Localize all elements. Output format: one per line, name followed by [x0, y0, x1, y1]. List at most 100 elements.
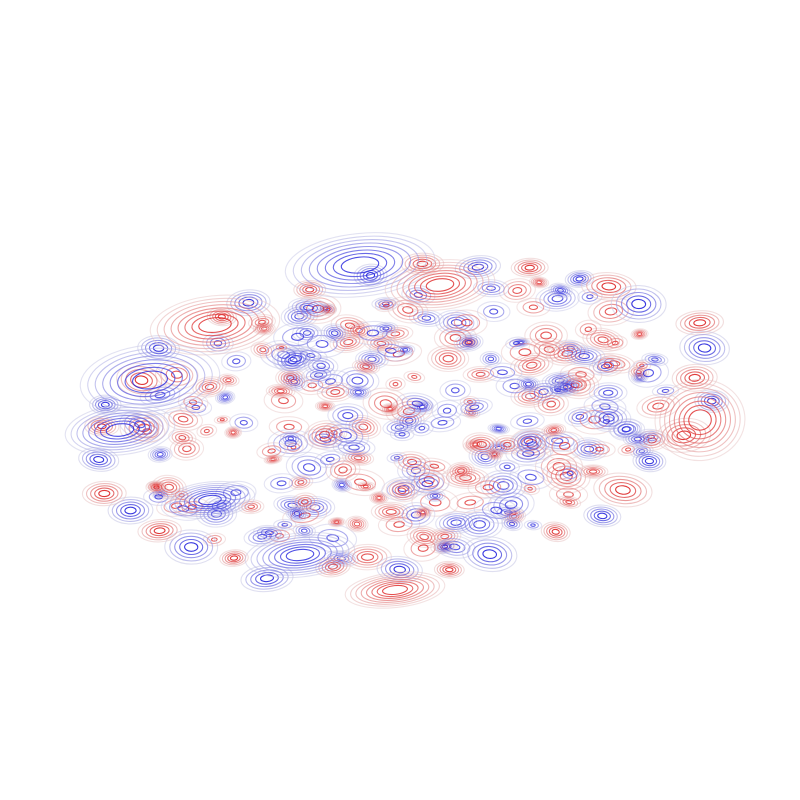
contour-ring	[617, 423, 635, 436]
contour-ring	[499, 496, 524, 513]
contour-ring	[489, 424, 508, 434]
contour-ring	[337, 481, 347, 489]
contour-ring	[580, 443, 598, 455]
contour-ring	[546, 462, 587, 491]
contour-ring	[542, 397, 561, 411]
contour-ring	[490, 506, 503, 515]
contour-ring	[562, 384, 572, 390]
contour-ring	[376, 495, 382, 500]
contour-ring	[411, 374, 418, 379]
contour-ring	[562, 345, 606, 367]
contour-ring	[177, 415, 189, 423]
contour-ring	[156, 297, 274, 353]
contour-ring	[489, 366, 516, 379]
contour-ring	[625, 432, 651, 446]
contour-ring	[415, 507, 431, 518]
contour-ring	[198, 494, 222, 506]
contour-ring	[410, 400, 435, 414]
contour-ring	[565, 499, 573, 505]
contour-ring	[407, 458, 418, 466]
contour-ring	[382, 584, 408, 596]
contour-ring	[370, 501, 412, 523]
contour-ring	[332, 252, 388, 278]
contour-ring	[352, 388, 365, 396]
contour-ring	[633, 436, 643, 442]
contour-ring	[234, 416, 254, 429]
contour-ring	[321, 323, 349, 344]
contour-ring	[224, 426, 243, 439]
contour-ring	[276, 480, 287, 487]
contour-ring	[230, 291, 267, 314]
contour-ring	[134, 375, 149, 385]
contour-ring	[256, 526, 282, 539]
contour-ring	[402, 348, 409, 352]
contour-ring	[602, 389, 614, 396]
contour-ring	[631, 298, 647, 310]
contour-ring	[304, 420, 345, 450]
contour-ring	[293, 279, 327, 300]
contour-ring	[659, 383, 741, 457]
contour-ring	[580, 465, 606, 478]
contour-ring	[538, 388, 549, 396]
contour-ring	[557, 288, 564, 293]
contour-ring	[370, 492, 388, 504]
contour-ring	[684, 371, 706, 385]
contour-ring	[179, 538, 204, 556]
contour-ring	[178, 435, 187, 441]
contour-ring	[548, 282, 573, 299]
contour-ring	[590, 508, 615, 524]
contour-ring	[517, 469, 545, 486]
contour-ring	[601, 282, 617, 291]
contour-ring	[360, 483, 372, 490]
contour-ring	[436, 540, 454, 553]
contour-ring	[551, 437, 564, 444]
contour-ring	[330, 518, 343, 526]
contour-ring	[403, 370, 426, 384]
contour-ring	[482, 362, 523, 382]
contour-ring	[323, 306, 333, 314]
contour-ring	[336, 468, 385, 497]
contour-ring	[509, 464, 553, 490]
contour-ring	[482, 484, 494, 491]
contour-ring	[268, 416, 310, 438]
contour-ring	[679, 330, 730, 366]
contour-ring	[579, 323, 597, 336]
contour-ring	[574, 351, 594, 362]
contour-ring	[469, 436, 495, 453]
contour-ring	[625, 447, 632, 452]
contour-ring	[169, 482, 251, 518]
contour-ring	[397, 302, 419, 317]
contour-ring	[630, 435, 645, 443]
contour-ring	[329, 460, 357, 480]
contour-ring	[494, 459, 520, 475]
contour-ring	[124, 366, 176, 394]
contour-ring	[325, 326, 344, 340]
contour-ring	[256, 345, 270, 355]
contour-ring	[644, 354, 666, 365]
contour-ring	[389, 563, 411, 576]
contour-ring	[416, 508, 430, 517]
contour-ring	[350, 454, 366, 462]
contour-ring	[666, 424, 702, 447]
contour-ring	[554, 388, 561, 392]
contour-ring	[586, 274, 632, 299]
contour-ring	[234, 294, 263, 312]
contour-ring	[559, 382, 575, 392]
contour-ring	[522, 301, 545, 314]
contour-ring	[376, 323, 396, 334]
contour-ring	[351, 376, 364, 385]
contour-ring	[188, 490, 232, 510]
contour-ring	[353, 455, 363, 461]
contour-ring	[462, 536, 518, 573]
contour-ring	[147, 446, 173, 463]
contour-ring	[442, 544, 449, 549]
contour-ring	[484, 440, 513, 456]
contour-ring	[602, 413, 615, 422]
contour-ring	[338, 482, 345, 488]
contour-ring	[275, 344, 288, 351]
contour-ring	[476, 301, 511, 323]
contour-ring	[196, 423, 218, 439]
contour-ring	[393, 455, 400, 460]
contour-ring	[416, 531, 433, 543]
